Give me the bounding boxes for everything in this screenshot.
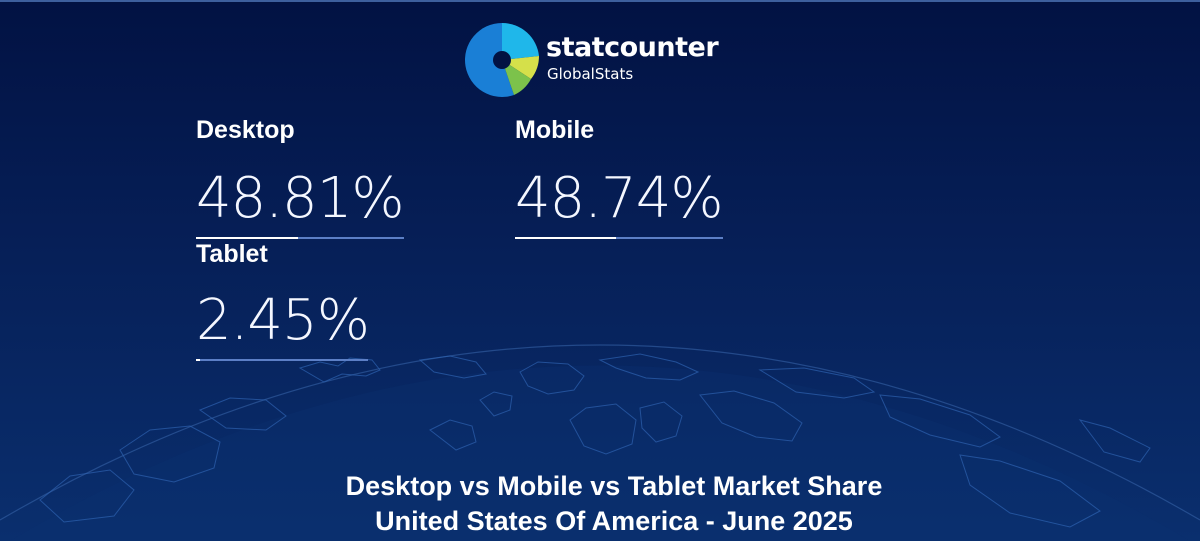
- brand-subtitle: GlobalStats: [547, 65, 634, 83]
- statcounter-logo[interactable]: statcounter GlobalStats: [462, 20, 722, 100]
- report-subtitle: United States Of America - June 2025: [375, 506, 853, 536]
- top-border: [0, 0, 1200, 2]
- stat-value-tablet: 2.45%: [196, 288, 370, 353]
- share-bar-fill-tablet: [196, 359, 201, 361]
- stat-label-mobile: Mobile: [515, 116, 595, 144]
- report-title: Desktop vs Mobile vs Tablet Market Share: [345, 471, 883, 501]
- share-bar-desktop: [196, 237, 404, 239]
- share-bar-fill-desktop: [196, 237, 298, 239]
- share-bar-mobile: [515, 237, 723, 239]
- stat-label-tablet: Tablet: [196, 240, 268, 268]
- stat-value-mobile: 48.74%: [515, 166, 724, 231]
- statcounter-logo-icon: [465, 22, 539, 97]
- stat-value-desktop: 48.81%: [196, 166, 405, 231]
- share-bar-tablet: [196, 359, 368, 361]
- brand-name: statcounter: [546, 32, 719, 63]
- stat-label-desktop: Desktop: [196, 116, 295, 144]
- share-bar-fill-mobile: [515, 237, 617, 239]
